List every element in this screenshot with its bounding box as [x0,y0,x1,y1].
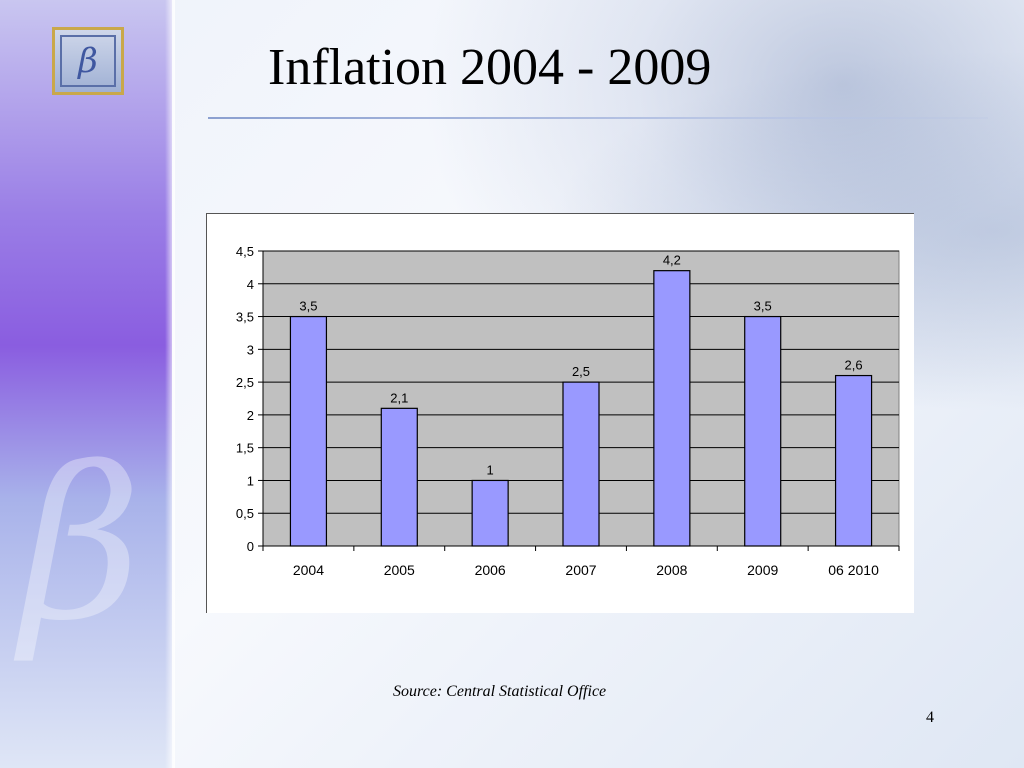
bar [380,407,418,547]
y-tick-label: 2,5 [236,375,254,390]
title-divider [208,117,988,119]
page-number: 4 [926,709,934,726]
logo-emblem: β [60,35,116,87]
chart-container: 0 0,5 1 1,5 2 2,5 3 3,5 4 4,5 3,5 2004 2,1 2005 1 2006 2… [206,213,914,613]
x-tick-label: 2006 [475,562,506,578]
y-tick-label: 1,5 [236,441,254,456]
y-tick-label: 3 [247,342,254,357]
x-tick-label: 2008 [656,562,687,578]
bar [471,479,509,547]
bar [653,270,691,547]
bar [834,374,873,547]
y-tick-label: 0,5 [236,506,254,521]
y-tick-label: 1 [247,473,254,488]
data-label: 2,6 [845,358,863,373]
left-band-highlight [165,0,175,768]
x-tick-label: 06 2010 [828,562,879,578]
y-tick-label: 4,5 [236,244,254,259]
y-tick-label: 2 [247,408,254,423]
data-label: 2,5 [572,364,590,379]
bank-logo-icon: β [52,27,124,95]
bar [289,315,328,547]
y-tick-label: 4 [247,277,254,292]
left-decorative-band [0,0,172,768]
y-tick-label: 0 [247,539,254,554]
bar [562,381,600,547]
y-tick-label: 3,5 [236,310,254,325]
x-tick-label: 2005 [384,562,415,578]
data-label: 3,5 [754,299,772,314]
x-tick-label: 2004 [293,562,324,578]
data-label: 3,5 [299,299,317,314]
data-label: 4,2 [663,253,681,268]
logo-watermark-icon: β [20,422,142,667]
source-note: Source: Central Statistical Office [393,683,607,700]
x-tick-label: 2007 [565,562,596,578]
slide-title: Inflation 2004 - 2009 [268,39,712,96]
data-label: 1 [487,462,494,477]
data-label: 2,1 [390,390,408,405]
bar [744,315,782,547]
x-tick-label: 2009 [747,562,778,578]
bar-chart: 0 0,5 1 1,5 2 2,5 3 3,5 4 4,5 3,5 2004 2,1 2005 1 2006 2… [236,244,900,578]
